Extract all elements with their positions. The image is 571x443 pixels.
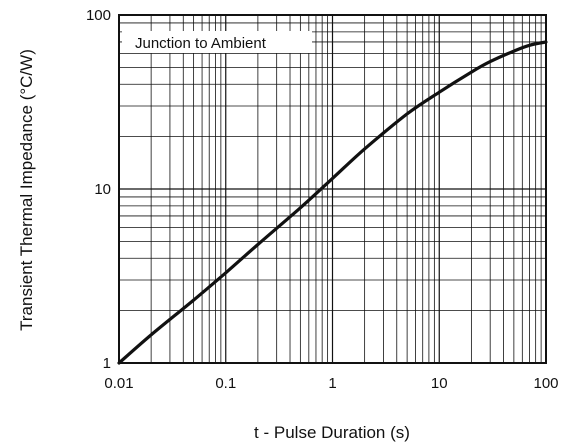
plot-border — [118, 14, 547, 364]
x-tick-label: 0.01 — [104, 375, 133, 392]
x-tick-label: 0.1 — [215, 375, 236, 392]
x-axis-title: t - Pulse Duration (s) — [254, 423, 410, 442]
x-tick-label: 100 — [533, 375, 558, 392]
data-series — [117, 40, 548, 365]
y-tick-label: 1 — [103, 355, 111, 372]
legend-label: Junction to Ambient — [135, 35, 267, 52]
legend-box: Junction to Ambient — [122, 31, 312, 53]
x-tick-label: 1 — [328, 375, 336, 392]
y-tick-label: 10 — [94, 181, 111, 198]
y-tick-label: 100 — [86, 7, 111, 24]
legend-background — [122, 31, 312, 53]
tick-labels: 0.01 0.1 1 10 100 1 10 100 — [86, 7, 559, 392]
series-line-0 — [117, 40, 548, 365]
x-tick-label: 10 — [431, 375, 448, 392]
y-axis-title: Transient Thermal Impedance (°C/W) — [17, 49, 36, 331]
grid-lines — [119, 15, 546, 363]
plot-frame — [118, 14, 547, 364]
